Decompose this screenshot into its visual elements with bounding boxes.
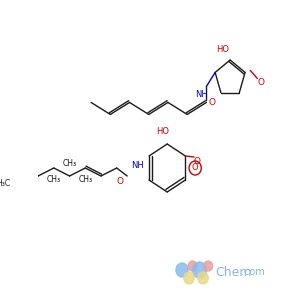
Text: HO: HO <box>156 128 169 136</box>
Circle shape <box>198 272 208 284</box>
Text: CH₃: CH₃ <box>47 176 61 184</box>
Text: O: O <box>257 78 264 87</box>
Text: H₃C: H₃C <box>0 178 10 188</box>
Text: O: O <box>208 98 215 107</box>
Text: CH₃: CH₃ <box>78 176 92 184</box>
Circle shape <box>193 262 206 278</box>
Text: O: O <box>192 164 199 172</box>
Text: NH: NH <box>131 161 144 170</box>
Text: CH₃: CH₃ <box>62 160 76 169</box>
Text: O: O <box>117 176 124 185</box>
Circle shape <box>204 261 213 271</box>
Circle shape <box>176 263 188 277</box>
Circle shape <box>184 272 194 284</box>
Text: O: O <box>193 157 200 166</box>
Text: HO: HO <box>217 46 230 55</box>
Circle shape <box>188 261 197 271</box>
Text: Chem: Chem <box>215 266 252 278</box>
Text: NH: NH <box>195 90 208 99</box>
Text: .com: .com <box>242 267 265 277</box>
